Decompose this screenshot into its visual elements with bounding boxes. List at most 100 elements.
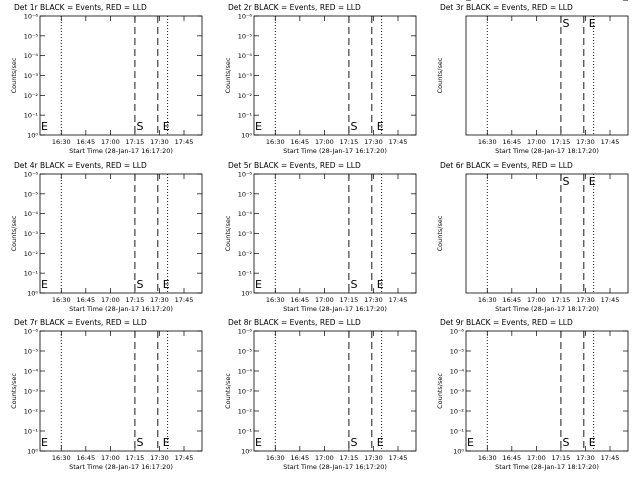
det-7-ytick-label: 10⁰ (27, 448, 38, 456)
det-2-ytick-label: 10⁻⁵ (238, 32, 253, 40)
det-9-title: Det 9r BLACK = Events, RED = LLD (440, 318, 573, 327)
det-6-ytick-label: 10 (456, 0, 464, 2)
det-1-ytick-label: 10⁻⁵ (24, 32, 39, 40)
det-7-ytick-label: 10⁻⁶ (24, 328, 39, 336)
det-7-xlabel: Start Time (28-Jan-17 16:17:20) (69, 463, 173, 471)
det-3-xlabel: Start Time (28-Jan-17 18:17:20) (495, 147, 599, 155)
det-2-title: Det 2r BLACK = Events, RED = LLD (228, 3, 361, 12)
det-5-xtick-label: 16:30 (266, 296, 285, 304)
det-8-xlabel: Start Time (28-Jan-17 16:17:20) (283, 463, 387, 471)
det-1-ytick-label: 10⁻¹ (24, 112, 39, 120)
det-3-ytick-label: 100 (452, 0, 464, 2)
det-5-panel: Det 5r BLACK = Events, RED = LLD 10⁰ 10⁻¹ 1… (224, 161, 417, 313)
det-5-marker-s: S (351, 278, 358, 291)
det-1-marker-e: E (41, 120, 48, 133)
det-5-xlabel: Start Time (28-Jan-17 16:17:20) (283, 305, 387, 313)
det-5-xtick-label: 16:45 (290, 296, 309, 304)
det-9-ytick-label: 10⁻¹ (450, 428, 465, 436)
det-7-xtick-label: 16:30 (52, 454, 71, 462)
det-7-ytick-label: 10⁻¹ (24, 428, 39, 436)
det-5-ytick-label: 10⁻⁵ (238, 190, 253, 198)
det-7-ytick-label: 10⁻⁵ (24, 348, 39, 356)
det-1-ytick-label: 10⁰ (27, 132, 38, 140)
det-9-marker-e: E (589, 436, 596, 449)
det-4-frame (39, 173, 203, 294)
det-6-xtick-label: 16:45 (502, 296, 521, 304)
det-5-xtick-label: 17:00 (315, 296, 334, 304)
det-5-ytick-label: 10⁻³ (238, 230, 253, 238)
det-5-xtick-label: 17:30 (364, 296, 383, 304)
det-6-marker-e: E (589, 175, 596, 188)
det-7-panel: Det 7r BLACK = Events, RED = LLD 10⁰ 10⁻¹ 1… (10, 318, 203, 471)
det-3-xtick-label: 17:45 (601, 138, 620, 146)
det-7-xtick-label: 17:00 (101, 454, 120, 462)
det-1-ytick-label: 10⁻⁶ (24, 13, 39, 21)
det-3-xtick-label: 17:00 (527, 138, 546, 146)
det-6-ytick-label: 100 (452, 0, 464, 2)
det-1-xlabel: Start Time (28-Jan-17 16:17:20) (69, 147, 173, 155)
det-3-xtick-label: 16:45 (502, 138, 521, 146)
det-2-xtick-label: 17:45 (389, 138, 408, 146)
det-7-frame (39, 330, 203, 452)
det-8-xtick-label: 17:30 (364, 454, 383, 462)
det-7-xtick-label: 16:45 (76, 454, 95, 462)
det-9-frame (465, 330, 629, 452)
det-7-title: Det 7r BLACK = Events, RED = LLD (14, 318, 147, 327)
det-2-xtick-label: 16:30 (266, 138, 285, 146)
det-8-ytick-label: 10⁻¹ (238, 428, 253, 436)
det-5-ytick-label: 10⁻² (238, 250, 253, 258)
det-5-ytick-label: 10⁰ (241, 290, 252, 298)
det-4-ytick-label: 10⁻⁵ (24, 190, 39, 198)
det-4-marker-e: E (41, 278, 48, 291)
det-8-ytick-label: 10⁻³ (238, 388, 253, 396)
det-8-ytick-label: 10⁻⁴ (238, 368, 253, 376)
det-9-xtick-label: 17:00 (527, 454, 546, 462)
det-3-xtick-label: 17:15 (552, 138, 571, 146)
det-6-ytick-label: 1 (460, 0, 464, 2)
det-2-xtick-label: 17:00 (315, 138, 334, 146)
det-2-ytick-label: 10⁻² (238, 92, 253, 100)
det-1-xtick-label: 17:15 (126, 138, 145, 146)
det-7-ytick-label: 10⁻² (24, 408, 39, 416)
det-2-ytick-label: 10⁻¹ (238, 112, 253, 120)
det-9-ytick-label: 10⁻² (450, 408, 465, 416)
det-3-panel: Det 3r BLACK = Events, RED = LLD10001001… (436, 0, 629, 155)
det-8-ytick-label: 10⁻⁶ (238, 328, 253, 336)
det-3-ylabel: Counts/sec (436, 57, 444, 93)
det-2-ylabel: Counts/sec (224, 57, 232, 93)
det-8-xtick-label: 16:45 (290, 454, 309, 462)
det-2-xlabel: Start Time (28-Jan-17 16:17:20) (283, 147, 387, 155)
det-4-xlabel: Start Time (28-Jan-17 16:17:20) (69, 305, 173, 313)
det-9-ytick-label: 10⁻⁶ (450, 328, 465, 336)
det-8-marker-e: E (255, 436, 262, 449)
det-8-ylabel: Counts/sec (224, 373, 232, 409)
det-8-xtick-label: 17:15 (340, 454, 359, 462)
det-8-title: Det 8r BLACK = Events, RED = LLD (228, 318, 361, 327)
det-5-ytick-label: 10⁻⁴ (238, 210, 253, 218)
det-9-ylabel: Counts/sec (436, 373, 444, 409)
det-9-xlabel: Start Time (28-Jan-17 18:17:20) (495, 463, 599, 471)
det-8-marker-e: E (377, 436, 384, 449)
det-4-marker-s: S (137, 278, 144, 291)
det-1-xtick-label: 17:00 (101, 138, 120, 146)
det-5-xtick-label: 17:15 (340, 296, 359, 304)
det-4-ylabel: Counts/sec (10, 215, 18, 251)
det-2-ytick-label: 10⁻⁶ (238, 13, 253, 21)
det-5-marker-e: E (377, 278, 384, 291)
det-3-ytick-label: 1 (460, 0, 464, 2)
det-5-xtick-label: 17:45 (389, 296, 408, 304)
det-8-ytick-label: 10⁰ (241, 448, 252, 456)
det-2-marker-s: S (351, 120, 358, 133)
det-1-ytick-label: 10⁻² (24, 92, 39, 100)
det-7-xtick-label: 17:45 (175, 454, 194, 462)
det-8-xtick-label: 16:30 (266, 454, 285, 462)
det-8-ytick-label: 10⁻⁵ (238, 348, 253, 356)
det-8-panel: Det 8r BLACK = Events, RED = LLD 10⁰ 10⁻¹ 1… (224, 318, 417, 471)
det-7-marker-e: E (163, 436, 170, 449)
det-9-xtick-label: 16:30 (478, 454, 497, 462)
det-7-marker-s: S (137, 436, 144, 449)
det-6-title: Det 6r BLACK = Events, RED = LLD (440, 161, 573, 170)
det-6-xlabel: Start Time (28-Jan-17 18:17:20) (495, 305, 599, 313)
det-9-xtick-label: 16:45 (502, 454, 521, 462)
